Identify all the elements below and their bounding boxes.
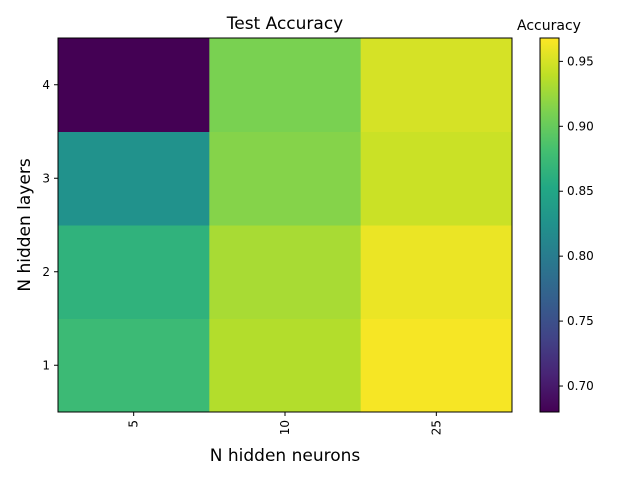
chart-title: Test Accuracy bbox=[226, 14, 344, 34]
heatmap-cell-r1-c1 bbox=[58, 318, 210, 413]
y-axis-ticks: 1 2 3 4 bbox=[42, 78, 58, 372]
x-tick-label: 25 bbox=[429, 420, 443, 435]
colorbar-ticks: 0.70 0.75 0.80 0.85 0.90 0.95 bbox=[559, 54, 594, 393]
colorbar-tick-label: 0.90 bbox=[567, 119, 594, 133]
heatmap-cell-r4-c3 bbox=[360, 38, 513, 132]
y-axis-label: N hidden layers bbox=[15, 158, 35, 291]
colorbar-tick-label: 0.80 bbox=[567, 249, 594, 263]
x-tick-label: 5 bbox=[127, 420, 141, 428]
heatmap-cell-r4-c1 bbox=[58, 38, 210, 132]
y-tick-label: 2 bbox=[42, 265, 50, 279]
colorbar-title: Accuracy bbox=[517, 18, 581, 34]
heatmap-cell-r3-c1 bbox=[58, 131, 210, 226]
heatmap-cell-r2-c1 bbox=[58, 225, 210, 319]
heatmap-cell-r3-c3 bbox=[360, 131, 513, 226]
y-tick-label: 4 bbox=[42, 78, 50, 92]
heatmap-cells bbox=[58, 38, 513, 413]
y-tick-label: 3 bbox=[42, 171, 50, 185]
heatmap-cell-r2-c2 bbox=[209, 225, 362, 319]
colorbar bbox=[539, 37, 560, 413]
colorbar-tick-label: 0.95 bbox=[567, 54, 594, 68]
colorbar-tick-label: 0.85 bbox=[567, 184, 594, 198]
colorbar-tick-label: 0.75 bbox=[567, 314, 594, 328]
heatmap-cell-r2-c3 bbox=[360, 225, 513, 319]
heatmap-cell-r1-c3 bbox=[360, 318, 513, 413]
x-axis-label: N hidden neurons bbox=[210, 446, 361, 466]
heatmap-cell-r1-c2 bbox=[209, 318, 362, 413]
y-tick-label: 1 bbox=[42, 358, 50, 372]
x-axis-ticks: 5 10 25 bbox=[127, 412, 443, 435]
heatmap-cell-r4-c2 bbox=[209, 38, 362, 132]
x-tick-label: 10 bbox=[278, 420, 292, 435]
colorbar-tick-label: 0.70 bbox=[567, 379, 594, 393]
heatmap-cell-r3-c2 bbox=[209, 131, 362, 226]
